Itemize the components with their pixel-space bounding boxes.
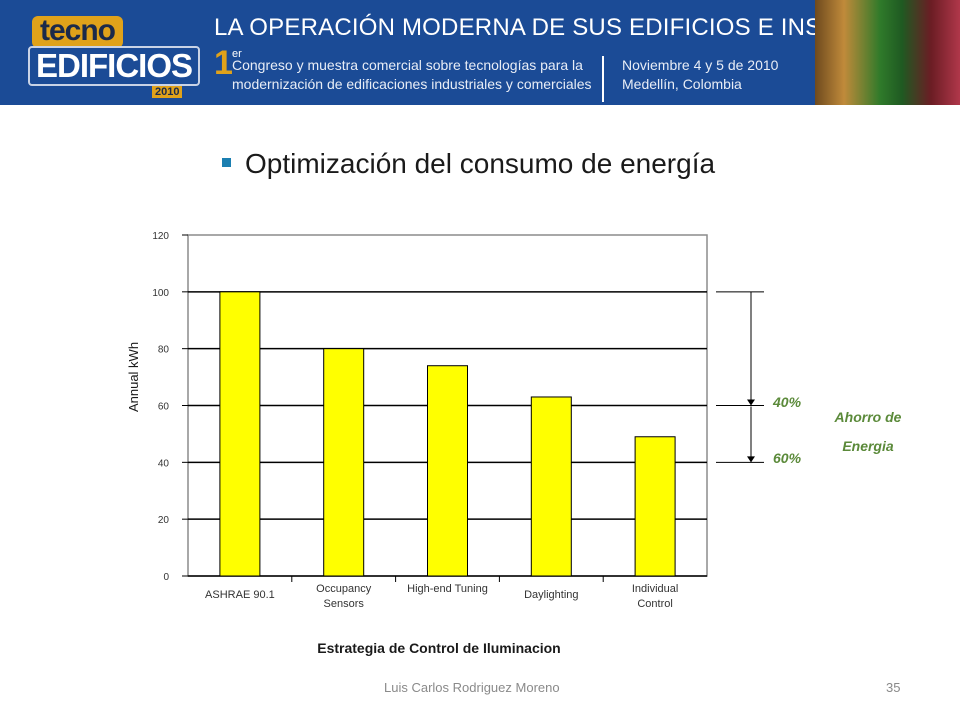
y-tick-label: 40 [158,458,170,469]
savings-label-line2: Energia [842,438,894,454]
event-date-location: Noviembre 4 y 5 de 2010 Medellín, Colomb… [622,56,778,94]
y-tick-label: 0 [163,572,169,583]
congress-description: Congreso y muestra comercial sobre tecno… [232,57,592,92]
header-banner: tecno EDIFICIOS 2010 LA OPERACIÓN MODERN… [0,0,960,105]
logo-edificios-text: EDIFICIOS [28,46,201,86]
footer-author: Luis Carlos Rodriguez Moreno [384,680,560,695]
x-axis-title: Estrategia de Control de Iluminacion [317,640,560,656]
tecnoedificios-logo: tecno EDIFICIOS 2010 [24,14,201,98]
savings-label-line1: Ahorro de [834,409,902,425]
edition-number: 1 [214,44,233,82]
square-bullet-icon [222,158,231,168]
bar [634,436,676,577]
y-tick-label: 80 [158,345,170,356]
slide-heading: Optimización del consumo de energía [222,148,715,180]
y-tick-label: 60 [158,402,170,413]
building-photo-collage [815,0,960,105]
heading-text: Optimización del consumo de energía [245,148,716,179]
x-tick-label: High-end Tuning [407,583,488,595]
bracket-arrow-lower-head [747,456,755,463]
x-tick-label: Occupancy Sensors [316,583,372,610]
y-axis-title: Annual kWh [126,342,141,412]
bar [219,291,261,577]
bracket-arrow-upper-head [747,399,755,406]
y-tick-label: 20 [158,515,170,526]
bar [323,348,365,577]
banner-divider [602,56,604,102]
y-tick-label: 120 [152,231,169,242]
logo-year: 2010 [152,86,183,98]
bar [530,396,572,577]
savings-upper-percent: 40% [772,394,802,410]
x-tick-label: ASHRAE 90.1 [205,589,275,601]
savings-lower-percent: 60% [773,450,802,466]
bar [427,365,468,577]
y-tick-label: 100 [152,288,169,299]
footer-page-number: 35 [886,680,901,695]
x-tick-label: Individual Control [632,583,678,610]
event-date: Noviembre 4 y 5 de 2010 [622,57,779,73]
x-tick-label: Daylighting [524,589,578,601]
logo-tecno-text: tecno [32,16,124,48]
edition-suffix: er [232,48,242,60]
event-location: Medellín, Colombia [622,76,742,92]
